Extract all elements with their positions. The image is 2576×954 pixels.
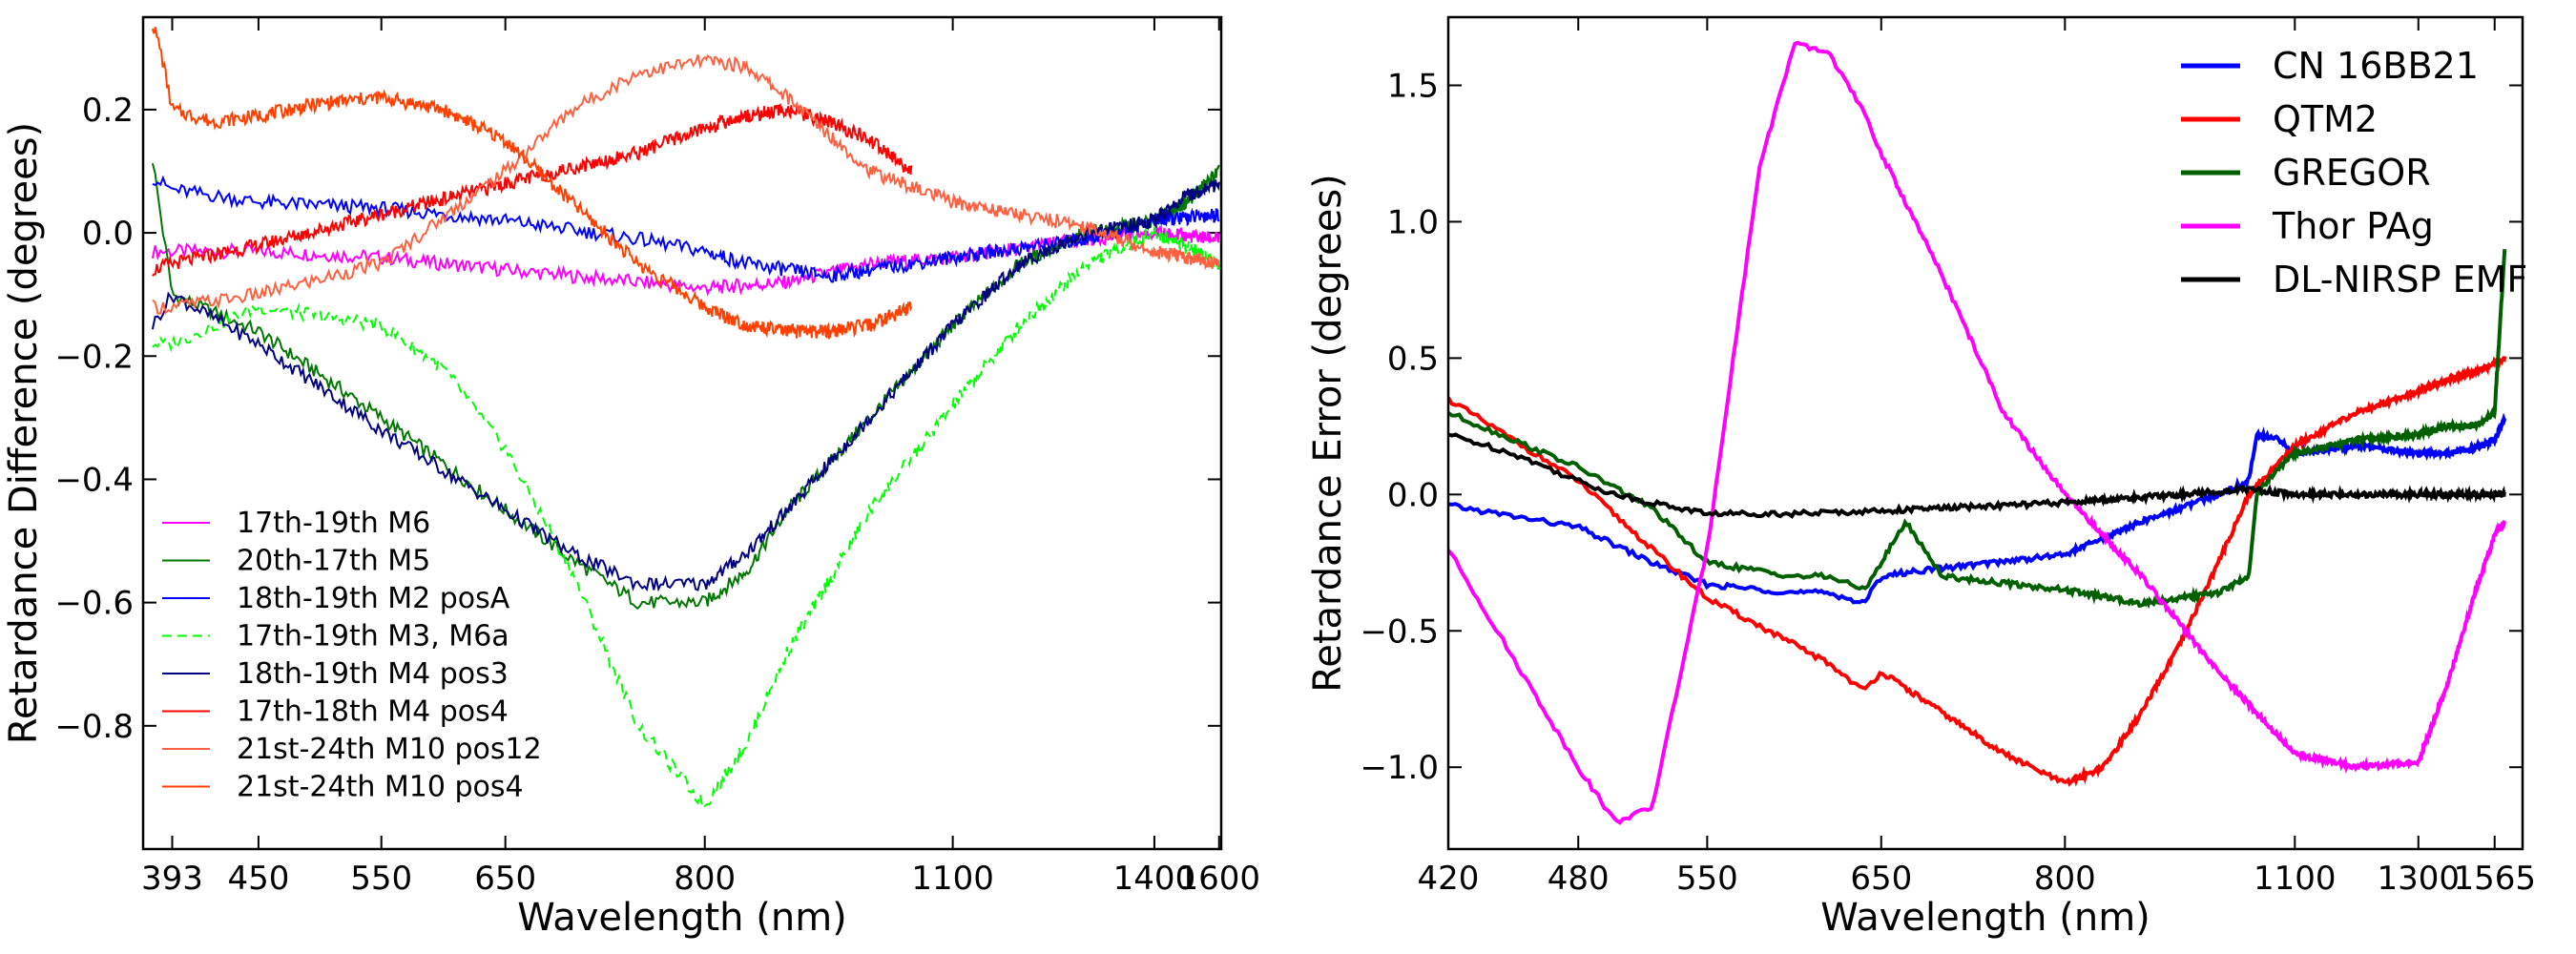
left-x-axis-label: Wavelength (nm): [517, 896, 847, 940]
y-tick-label: 0.0: [1387, 476, 1439, 514]
y-tick-label: −0.4: [54, 461, 134, 499]
right-x-axis-label: Wavelength (nm): [1820, 896, 2150, 940]
x-tick-label: 1600: [1177, 860, 1260, 898]
legend-label: 18th-19th M4 pos3: [237, 657, 509, 691]
y-tick-label: −0.2: [54, 338, 134, 376]
x-tick-label: 1565: [2453, 860, 2536, 898]
series-line-2: [1448, 249, 2507, 610]
x-tick-label: 800: [674, 860, 736, 898]
y-tick-label: 0.5: [1387, 340, 1439, 378]
series-line-0: [151, 224, 1220, 297]
right-series-lines: [1448, 40, 2507, 825]
x-tick-label: 420: [1418, 860, 1480, 898]
series-line-3: [1448, 40, 2507, 825]
x-tick-label: 1100: [2254, 860, 2337, 898]
left-y-axis-label: Retardance Difference (degrees): [2, 122, 46, 744]
x-tick-label: 800: [2034, 860, 2096, 898]
y-tick-label: 1.0: [1387, 203, 1439, 241]
series-line-7: [151, 27, 913, 340]
x-tick-label: 1100: [911, 860, 994, 898]
x-tick-label: 450: [227, 860, 289, 898]
series-line-1: [151, 162, 1220, 611]
series-line-4: [1448, 432, 2506, 519]
legend-label: 20th-17th M5: [237, 545, 430, 578]
y-tick-label: −0.8: [54, 708, 134, 746]
x-tick-label: 650: [1850, 860, 1912, 898]
y-tick-label: −1.0: [1360, 749, 1439, 787]
x-tick-label: 480: [1548, 860, 1610, 898]
y-tick-label: 0.2: [82, 92, 134, 130]
right-axis-frame: [1446, 15, 2524, 851]
series-line-0: [1448, 412, 2507, 605]
x-tick-label: 393: [141, 860, 203, 898]
y-tick-label: 1.5: [1387, 67, 1439, 105]
legend-label: Thor PAg: [2272, 205, 2434, 247]
y-tick-label: 0.0: [82, 215, 134, 253]
series-line-6: [152, 54, 1220, 315]
series-line-4: [151, 177, 1220, 592]
legend-label: 17th-19th M3, M6a: [237, 620, 509, 653]
x-tick-label: 550: [350, 860, 412, 898]
legend-label: DL-NIRSP EMF: [2273, 259, 2527, 301]
legend-label: 18th-19th M2 posA: [237, 582, 510, 615]
x-tick-label: 1400: [1113, 860, 1196, 898]
legend-label: 17th-19th M6: [237, 507, 430, 540]
series-line-2: [152, 175, 1220, 283]
series-line-1: [1448, 356, 2507, 787]
right-legend: CN 16BB21 QTM2 GREGOR Thor PAg DL-NIRSP EMF: [2181, 45, 2527, 301]
x-tick-label: 550: [1676, 860, 1738, 898]
x-tick-label: 1300: [2378, 860, 2461, 898]
legend-label: 21st-24th M10 pos4: [237, 771, 524, 804]
legend-label: CN 16BB21: [2273, 45, 2479, 87]
right-y-axis-label: Retardance Error (degrees): [1306, 174, 1350, 693]
left-series-lines: [151, 27, 1220, 810]
legend-label: 17th-18th M4 pos4: [237, 695, 509, 729]
left-axis-frame: [141, 15, 1223, 851]
left-legend: 17th-19th M6 20th-17th M5 18th-19th M2 pos…: [162, 507, 542, 804]
y-tick-label: −0.5: [1360, 612, 1439, 651]
legend-label: GREGOR: [2273, 152, 2431, 194]
x-tick-label: 650: [474, 860, 536, 898]
legend-label: 21st-24th M10 pos12: [237, 733, 542, 766]
legend-label: QTM2: [2273, 98, 2378, 140]
y-tick-label: −0.6: [54, 585, 134, 623]
